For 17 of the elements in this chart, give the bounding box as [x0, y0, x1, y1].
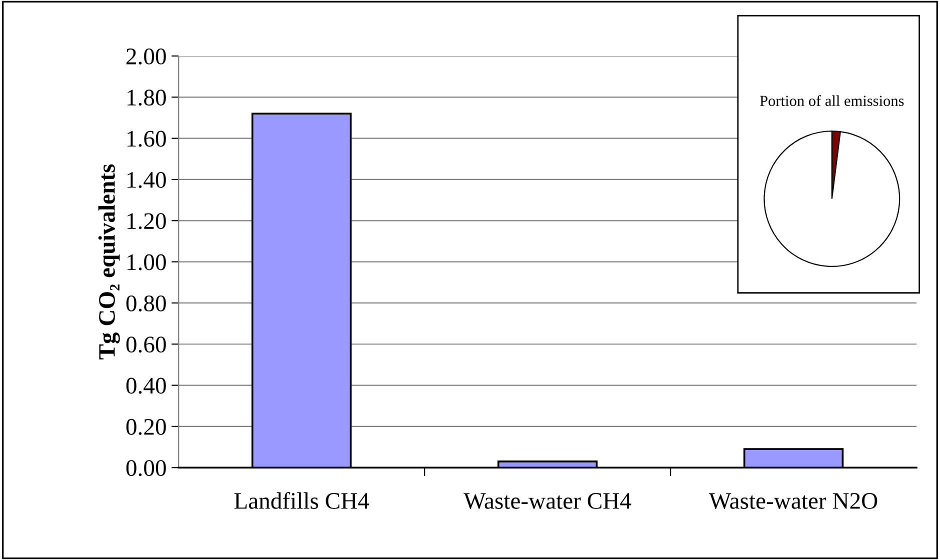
y-tick-label: 0.40: [126, 378, 166, 394]
y-tick-label: 1.20: [128, 213, 166, 230]
x-tick-label: Landfills CH4: [234, 492, 370, 509]
chart-title: Portion of all emissions: [760, 95, 904, 106]
y-tick-label: 2.00: [126, 48, 166, 65]
y-tick-label: 0.20: [126, 418, 166, 435]
y-tick-label: 1.60: [128, 130, 166, 147]
y-tick-label: 0.60: [126, 336, 166, 353]
y-tick-label: 0.80: [126, 295, 166, 312]
x-tick-label: Waste-water CH4: [464, 493, 632, 510]
y-tick-label: 1.80: [128, 90, 166, 106]
y-axis-title: Tg CO₂ equivalents: [98, 164, 120, 360]
y-tick-label: 1.00: [128, 254, 166, 270]
pie-slice: [764, 130, 900, 268]
y-tick-label: 0.00: [126, 460, 166, 476]
x-tick-label: Waste-water N2O: [708, 493, 878, 510]
y-tick-label: 1.40: [128, 172, 166, 188]
